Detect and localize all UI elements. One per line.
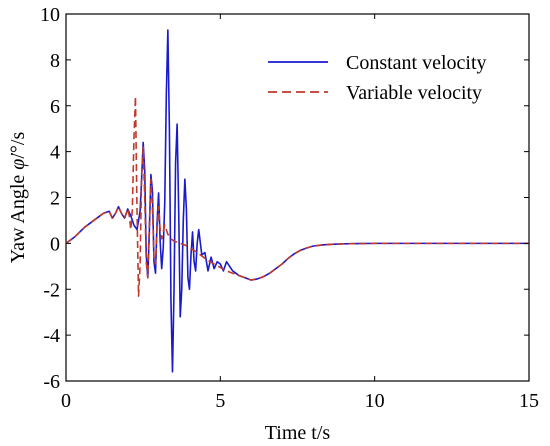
series-line-2: [65, 95, 529, 297]
y-tick-label: -6: [43, 371, 60, 393]
x-tick-label: 15: [519, 390, 539, 412]
y-tick-label: 8: [50, 50, 60, 72]
legend-label-2: Variable velocity: [346, 82, 482, 104]
y-tick-label: 2: [50, 188, 60, 210]
y-axis-label-prefix: Yaw Angle: [7, 170, 29, 264]
y-tick-label: -2: [43, 279, 60, 301]
legend: Constant velocity Variable velocity: [268, 52, 487, 104]
plot-area: 0 5 10 15 -6 -4 -2 0 2 4 6 8 10: [40, 4, 539, 412]
x-tick-label: 10: [365, 390, 385, 412]
x-tick-label: 0: [61, 390, 71, 412]
x-axis-ticks: 0 5 10 15: [61, 14, 539, 412]
series-layer: [65, 29, 529, 373]
y-tick-label: 4: [50, 142, 60, 164]
x-axis-label: Time t/s: [265, 422, 331, 444]
y-tick-label: 0: [50, 233, 60, 255]
y-axis-label-unit: /°/s: [7, 132, 29, 159]
y-axis-label: Yaw Angle φ̇/°/s: [7, 132, 29, 264]
y-tick-label: -4: [43, 325, 60, 347]
legend-label-1: Constant velocity: [346, 52, 487, 74]
y-tick-label: 10: [40, 4, 60, 26]
x-tick-label: 5: [215, 390, 225, 412]
y-axis-ticks: -6 -4 -2 0 2 4 6 8 10: [40, 4, 529, 393]
y-tick-label: 6: [50, 96, 60, 118]
